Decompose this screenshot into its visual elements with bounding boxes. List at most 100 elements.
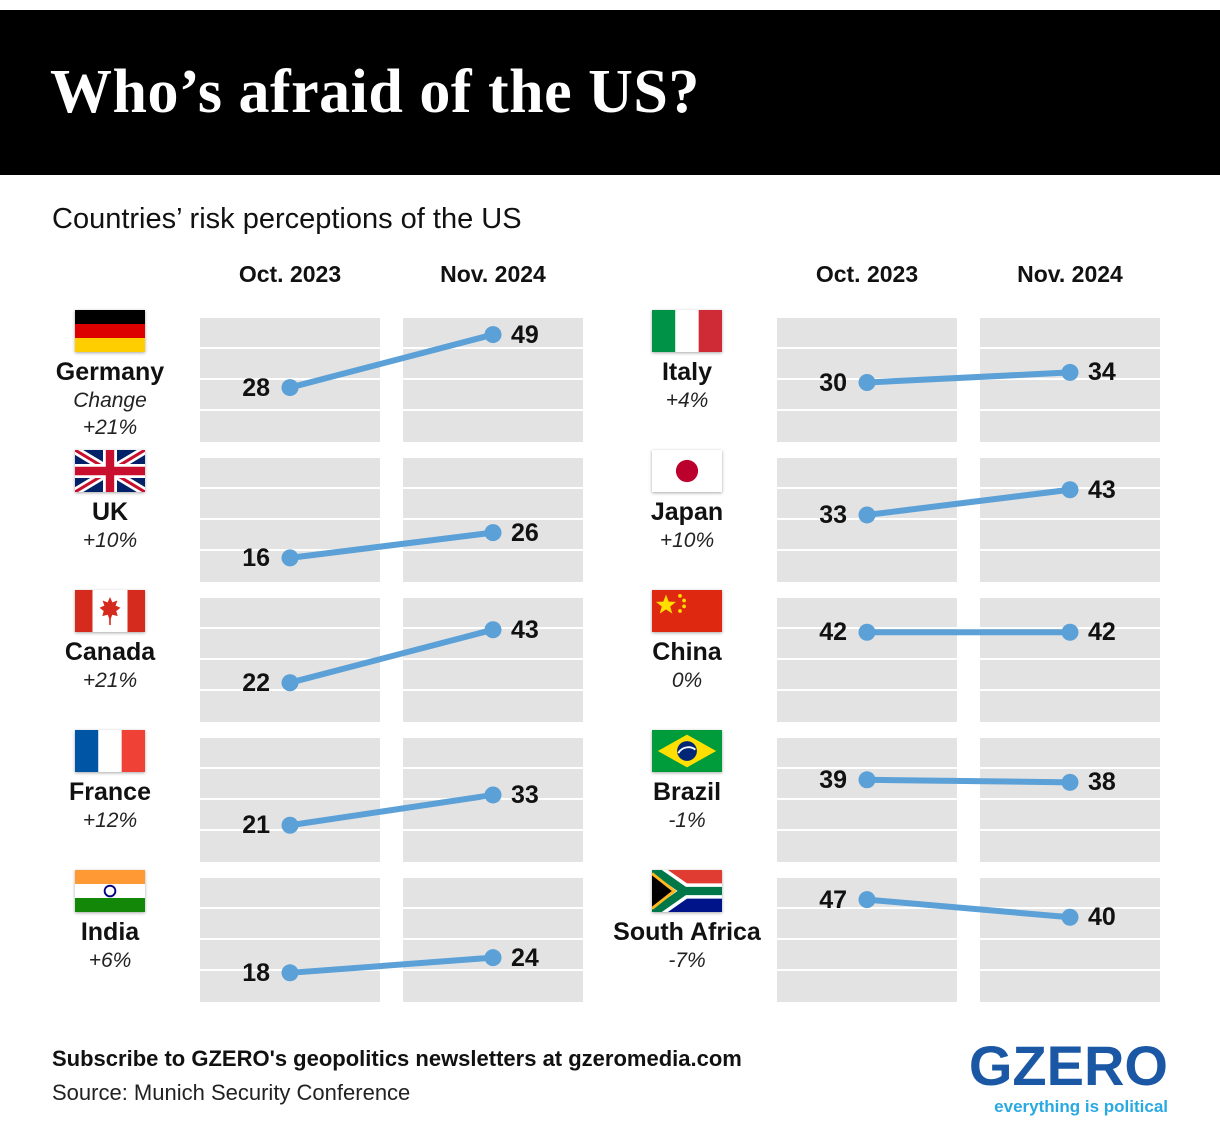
gzero-wordmark: GZERO (968, 1034, 1168, 1097)
value-nov-2024: 24 (511, 943, 539, 972)
panel-nov-2024 (980, 458, 1160, 582)
dot-oct (858, 506, 876, 524)
value-oct-2023: 42 (819, 618, 847, 647)
value-nov-2024: 34 (1088, 358, 1116, 387)
slope-chart: 22 43 (200, 598, 583, 722)
brazil-flag-icon (652, 730, 722, 772)
slope-line (858, 891, 1079, 926)
france-flag-icon (75, 730, 145, 772)
change-caption: Change (73, 389, 147, 412)
country-row-italy: Italy +4% 30 34 (612, 310, 1160, 442)
column-header-oct-2023: Oct. 2023 (815, 261, 919, 287)
slope-line (281, 524, 502, 567)
gzero-tagline: everything is political (994, 1097, 1168, 1116)
slope-chart: 30 34 (777, 318, 1160, 442)
dot-nov (1061, 623, 1079, 641)
uk-flag-icon (75, 450, 145, 492)
slope-line (281, 949, 502, 982)
country-label: China 0% (612, 590, 762, 693)
value-oct-2023: 33 (819, 500, 847, 529)
value-nov-2024: 42 (1088, 618, 1116, 647)
change-percentage: -1% (668, 809, 706, 832)
country-row-south-africa: South Africa -7% 47 40 (612, 870, 1160, 1002)
dot-oct (858, 623, 876, 641)
italy-flag-icon (652, 310, 722, 352)
south-africa-flag-icon (652, 870, 722, 912)
column-header-oct-2023: Oct. 2023 (238, 261, 342, 287)
slope-line (858, 363, 1079, 392)
value-oct-2023: 28 (242, 373, 270, 402)
country-label: Italy +4% (612, 310, 762, 413)
slope-chart: 28 49 (200, 318, 583, 442)
dot-nov (1061, 363, 1079, 381)
dot-oct (281, 549, 299, 567)
change-percentage: +21% (82, 416, 138, 439)
value-nov-2024: 43 (1088, 475, 1116, 504)
dot-oct (281, 816, 299, 834)
dot-nov (484, 524, 502, 542)
change-percentage: -7% (668, 949, 706, 972)
panel-nov-2024 (980, 878, 1160, 1002)
country-name: China (652, 638, 722, 666)
slope-line (858, 481, 1079, 524)
panel-nov-2024 (980, 598, 1160, 722)
country-name: Italy (661, 358, 713, 386)
panel-nov-2024 (403, 598, 583, 722)
country-row-japan: Japan +10% 33 43 (612, 450, 1160, 582)
chart-group-right: Oct. 2023 Nov. 2024 Italy +4% 30 34 Japan +10… (612, 255, 1160, 1030)
panel-nov-2024 (403, 878, 583, 1002)
subscribe-note: Subscribe to GZERO's geopolitics newslet… (52, 1046, 742, 1071)
country-label: Canada +21% (35, 590, 185, 693)
country-label: South Africa -7% (612, 870, 762, 973)
value-nov-2024: 26 (511, 518, 539, 547)
change-percentage: 0% (671, 669, 703, 692)
panel-oct-2023 (777, 738, 957, 862)
india-flag-icon (75, 870, 145, 912)
dot-nov (1061, 773, 1079, 791)
panel-nov-2024 (980, 738, 1160, 862)
dot-nov (484, 621, 502, 639)
slope-chart: 21 33 (200, 738, 583, 862)
source-note: Source: Munich Security Conference (52, 1080, 411, 1105)
country-name: Canada (64, 638, 156, 666)
dot-nov (484, 326, 502, 344)
value-nov-2024: 33 (511, 780, 539, 809)
country-label: Brazil -1% (612, 730, 762, 833)
slope-chart: 18 24 (200, 878, 583, 1002)
japan-flag-icon (652, 450, 722, 492)
country-label: Japan +10% (612, 450, 762, 553)
slope-line (858, 623, 1079, 641)
page-title: Who’s afraid of the US? (50, 58, 700, 126)
value-oct-2023: 22 (242, 668, 270, 697)
value-oct-2023: 16 (242, 543, 270, 572)
panel-oct-2023 (200, 598, 380, 722)
change-percentage: +10% (659, 529, 715, 552)
slope-chart: 42 42 (777, 598, 1160, 722)
change-percentage: +21% (82, 669, 138, 692)
panel-oct-2023 (777, 598, 957, 722)
slope-chart: 39 38 (777, 738, 1160, 862)
value-oct-2023: 21 (242, 811, 270, 840)
canada-flag-icon (75, 590, 145, 632)
dot-oct (281, 964, 299, 982)
dot-nov (484, 786, 502, 804)
country-name: South Africa (613, 918, 761, 946)
dot-oct (858, 771, 876, 789)
value-nov-2024: 43 (511, 615, 539, 644)
dot-nov (484, 949, 502, 967)
country-row-india: India +6% 18 24 (35, 870, 583, 1002)
value-oct-2023: 39 (819, 765, 847, 794)
china-flag-icon (652, 590, 722, 632)
country-name: Brazil (652, 778, 722, 806)
slope-chart: 33 43 (777, 458, 1160, 582)
country-name: Germany (55, 358, 165, 386)
country-row-canada: Canada +21% 22 43 (35, 590, 583, 722)
panel-nov-2024 (403, 458, 583, 582)
country-row-brazil: Brazil -1% 39 38 (612, 730, 1160, 862)
country-label: UK +10% (35, 450, 185, 553)
country-row-france: France +12% 21 33 (35, 730, 583, 862)
country-row-china: China 0% 42 42 (612, 590, 1160, 722)
dot-nov (1061, 908, 1079, 926)
slope-chart: 16 26 (200, 458, 583, 582)
